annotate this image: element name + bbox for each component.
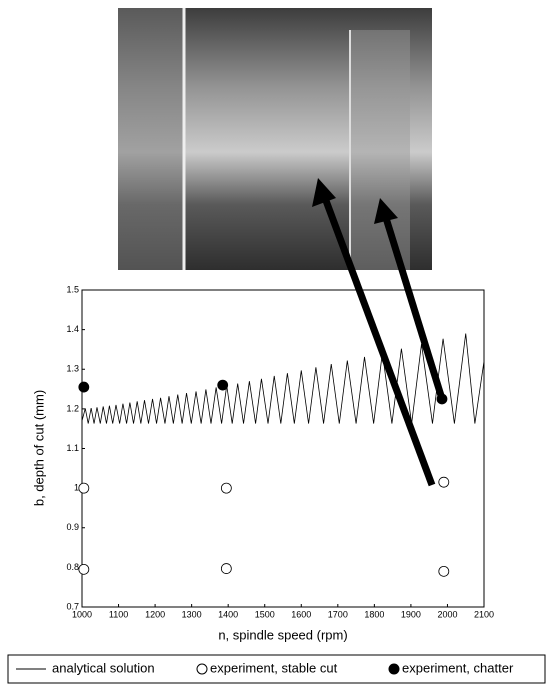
y-tick-label: 1.2: [66, 403, 79, 413]
stable-point: [438, 565, 450, 577]
y-tick-label: 0.9: [66, 522, 79, 532]
y-tick-label: 0.8: [66, 562, 79, 572]
legend-swatch: [388, 663, 400, 675]
stable-point: [220, 482, 232, 494]
legend-label: experiment, stable cut: [210, 660, 338, 675]
legend-swatch: [196, 663, 208, 675]
x-tick-label: 1100: [109, 609, 128, 619]
y-tick-label: 0.7: [66, 601, 79, 611]
chatter-point: [217, 379, 229, 391]
plot: 1000 1100 1200 1300 1400 1500 1600 1700 1800 1900…: [66, 284, 494, 619]
x-tick-label: 1200: [145, 609, 165, 619]
y-axis-label: b, depth of cut (mm): [31, 390, 46, 506]
stable-point: [438, 476, 450, 488]
stable-point: [78, 482, 90, 494]
x-axis-label: n, spindle speed (rpm): [218, 627, 347, 642]
lobe-curve: [81, 333, 485, 424]
y-tick-label: 1.3: [66, 364, 79, 374]
x-tick-label: 1700: [328, 609, 348, 619]
x-tick-label: 2100: [474, 609, 494, 619]
x-tick-label: 1400: [218, 609, 238, 619]
legend: [7, 654, 546, 684]
legend-label: experiment, chatter: [402, 660, 514, 675]
stable-point: [220, 563, 232, 574]
x-tick-label: 1900: [401, 609, 421, 619]
x-tick-label: 1000: [72, 609, 92, 619]
x-tick-label: 1500: [255, 609, 275, 619]
y-tick-label: 1.4: [66, 324, 79, 334]
x-tick-label: 1300: [182, 609, 202, 619]
x-tick-label: 2000: [437, 609, 457, 619]
y-tick-label: 1.5: [66, 284, 79, 294]
legend-label: analytical solution: [52, 660, 155, 675]
stable-point: [78, 563, 90, 575]
x-tick-label: 1600: [291, 609, 311, 619]
legend-entries: analytical solution experiment, stable cu…: [16, 660, 514, 675]
arrows: [312, 178, 447, 487]
y-tick-label: 1.1: [66, 443, 79, 453]
photo: [118, 8, 432, 270]
y-tick-label: 1: [74, 483, 79, 493]
chatter-point: [78, 381, 90, 393]
x-tick-label: 1800: [364, 609, 384, 619]
